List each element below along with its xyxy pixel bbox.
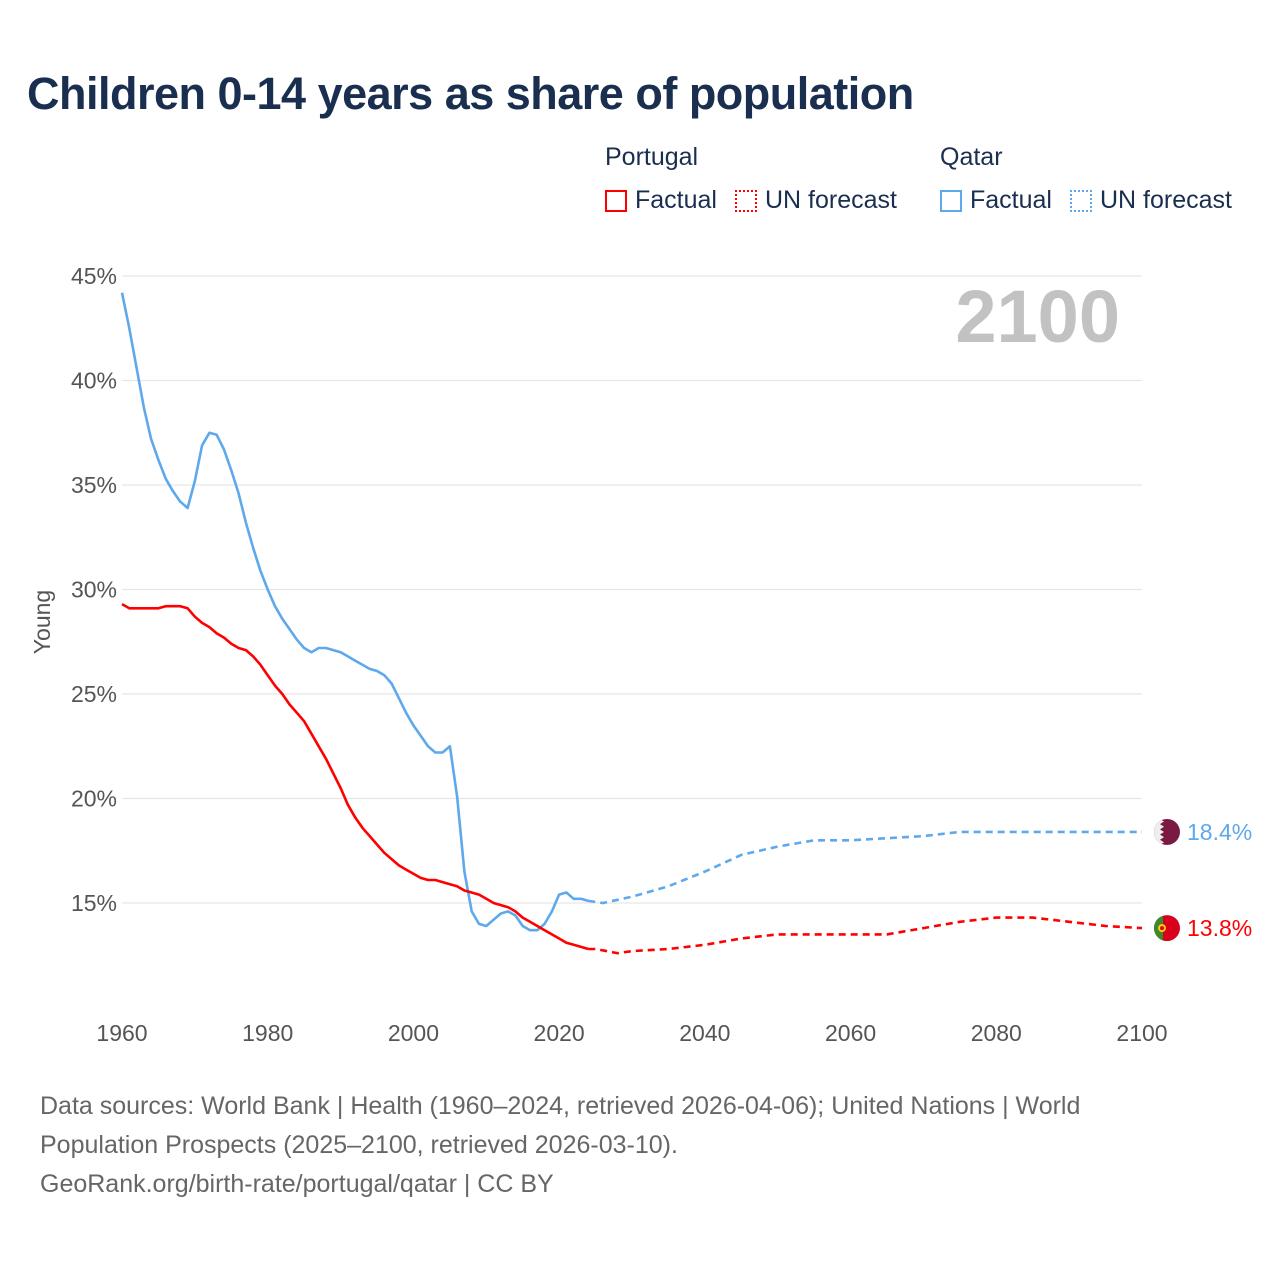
- qatar-end-label: 18.4%: [1187, 819, 1252, 845]
- qatar-forecast-line: [588, 830, 1142, 905]
- legend-label: Factual: [970, 186, 1052, 214]
- legend-label: UN forecast: [764, 186, 897, 214]
- y-axis-label: Young: [29, 590, 55, 654]
- y-tick-label: 40%: [71, 368, 117, 394]
- flag-body: [1154, 915, 1180, 942]
- legend-portugal: Portugal Factual UN forecast: [605, 143, 915, 215]
- x-tick-label: 1980: [242, 1020, 293, 1046]
- legend-group-label: Portugal: [605, 143, 699, 171]
- x-tick-label: 2020: [534, 1020, 585, 1046]
- legend-swatch-dotted: [1069, 189, 1092, 212]
- x-tick-label: 1960: [96, 1020, 147, 1046]
- source-line-1: Data sources: World Bank | Health (1960–…: [40, 1092, 1081, 1120]
- legend-swatch-solid: [605, 189, 627, 212]
- legend-label: UN forecast: [1099, 186, 1232, 214]
- flag-shield: [1160, 926, 1164, 931]
- legend-portugal-factual[interactable]: Factual: [605, 186, 717, 215]
- y-tick-label: 15%: [71, 890, 117, 916]
- source-link[interactable]: GeoRank.org/birth-rate/portugal/qatar | …: [40, 1170, 554, 1198]
- portugal-flag-icon: [1154, 915, 1180, 942]
- legend-qatar: Qatar Factual UN forecast: [940, 143, 1250, 215]
- y-tick-label: 20%: [71, 786, 117, 812]
- legend-portugal-forecast[interactable]: UN forecast: [734, 186, 897, 215]
- y-tick-label: 35%: [71, 472, 117, 498]
- year-watermark: 2100: [955, 275, 1120, 358]
- y-tick-label: 30%: [71, 577, 117, 603]
- legend-group-label: Qatar: [940, 143, 1003, 171]
- legend-swatch-solid: [940, 189, 962, 212]
- x-tick-label: 2040: [679, 1020, 730, 1046]
- x-tick-label: 2060: [825, 1020, 876, 1046]
- legend-swatch-dotted: [734, 189, 757, 212]
- portugal-factual-line: [121, 602, 589, 951]
- y-tick-label: 45%: [71, 263, 117, 289]
- portugal-end-label: 13.8%: [1187, 915, 1252, 941]
- source-line-2: Population Prospects (2025–2100, retriev…: [40, 1131, 678, 1159]
- x-tick-label: 2100: [1116, 1020, 1167, 1046]
- legend-qatar-factual[interactable]: Factual: [940, 186, 1052, 215]
- flag-serration: [1160, 818, 1164, 845]
- chart-title: Children 0-14 years as share of populati…: [27, 68, 914, 119]
- legend-qatar-forecast[interactable]: UN forecast: [1069, 186, 1232, 215]
- portugal-forecast-line: [588, 916, 1143, 955]
- y-tick-label: 25%: [71, 681, 117, 707]
- legend-label: Factual: [635, 186, 717, 214]
- footer: Data sources: World Bank | Health (1960–…: [40, 1087, 1220, 1204]
- x-tick-label: 2000: [388, 1020, 439, 1046]
- qatar-factual-line: [120, 292, 589, 932]
- flag-white: [1154, 818, 1160, 845]
- qatar-flag-icon: [1154, 818, 1180, 845]
- flag-body: [1154, 818, 1180, 845]
- x-tick-label: 2080: [971, 1020, 1022, 1046]
